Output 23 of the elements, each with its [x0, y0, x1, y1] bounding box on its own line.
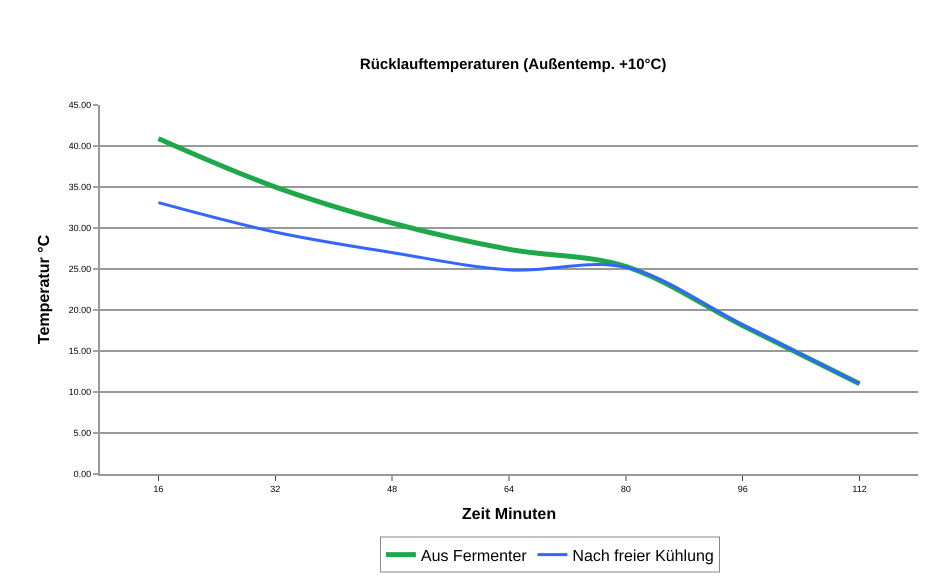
- legend-label: Nach freier Kühlung: [572, 548, 714, 565]
- x-axis-title: Zeit Minuten: [462, 506, 556, 523]
- chart-title: Rücklauftemperaturen (Außentemp. +10°C): [360, 56, 666, 73]
- legend-label: Aus Fermenter: [420, 548, 528, 565]
- y-tick-label: 0.00: [74, 469, 92, 480]
- line-series: [156, 201, 862, 386]
- x-tick-label: 112: [852, 484, 867, 494]
- y-tick-label: 15.00: [68, 346, 92, 356]
- y-tick-label: 40.00: [68, 141, 92, 152]
- y-tick-label: 5.00: [74, 428, 92, 438]
- x-tick-label: 96: [738, 484, 748, 494]
- x-tick-label: 32: [270, 484, 280, 494]
- y-tick-label: 10.00: [68, 387, 92, 398]
- y-tick-label: 45.00: [68, 100, 92, 110]
- y-tick-label: 20.00: [68, 305, 92, 316]
- y-axis-title: Temperatur °C: [36, 234, 54, 344]
- x-tick-label: 80: [620, 484, 631, 494]
- y-tick-label: 30.00: [68, 223, 92, 234]
- y-tick-label: 35.00: [68, 182, 92, 192]
- x-tick-label: 64: [504, 484, 514, 494]
- x-tick-label: 48: [387, 484, 398, 494]
- x-tick-label: 16: [153, 484, 164, 494]
- y-tick-label: 25.00: [68, 264, 92, 274]
